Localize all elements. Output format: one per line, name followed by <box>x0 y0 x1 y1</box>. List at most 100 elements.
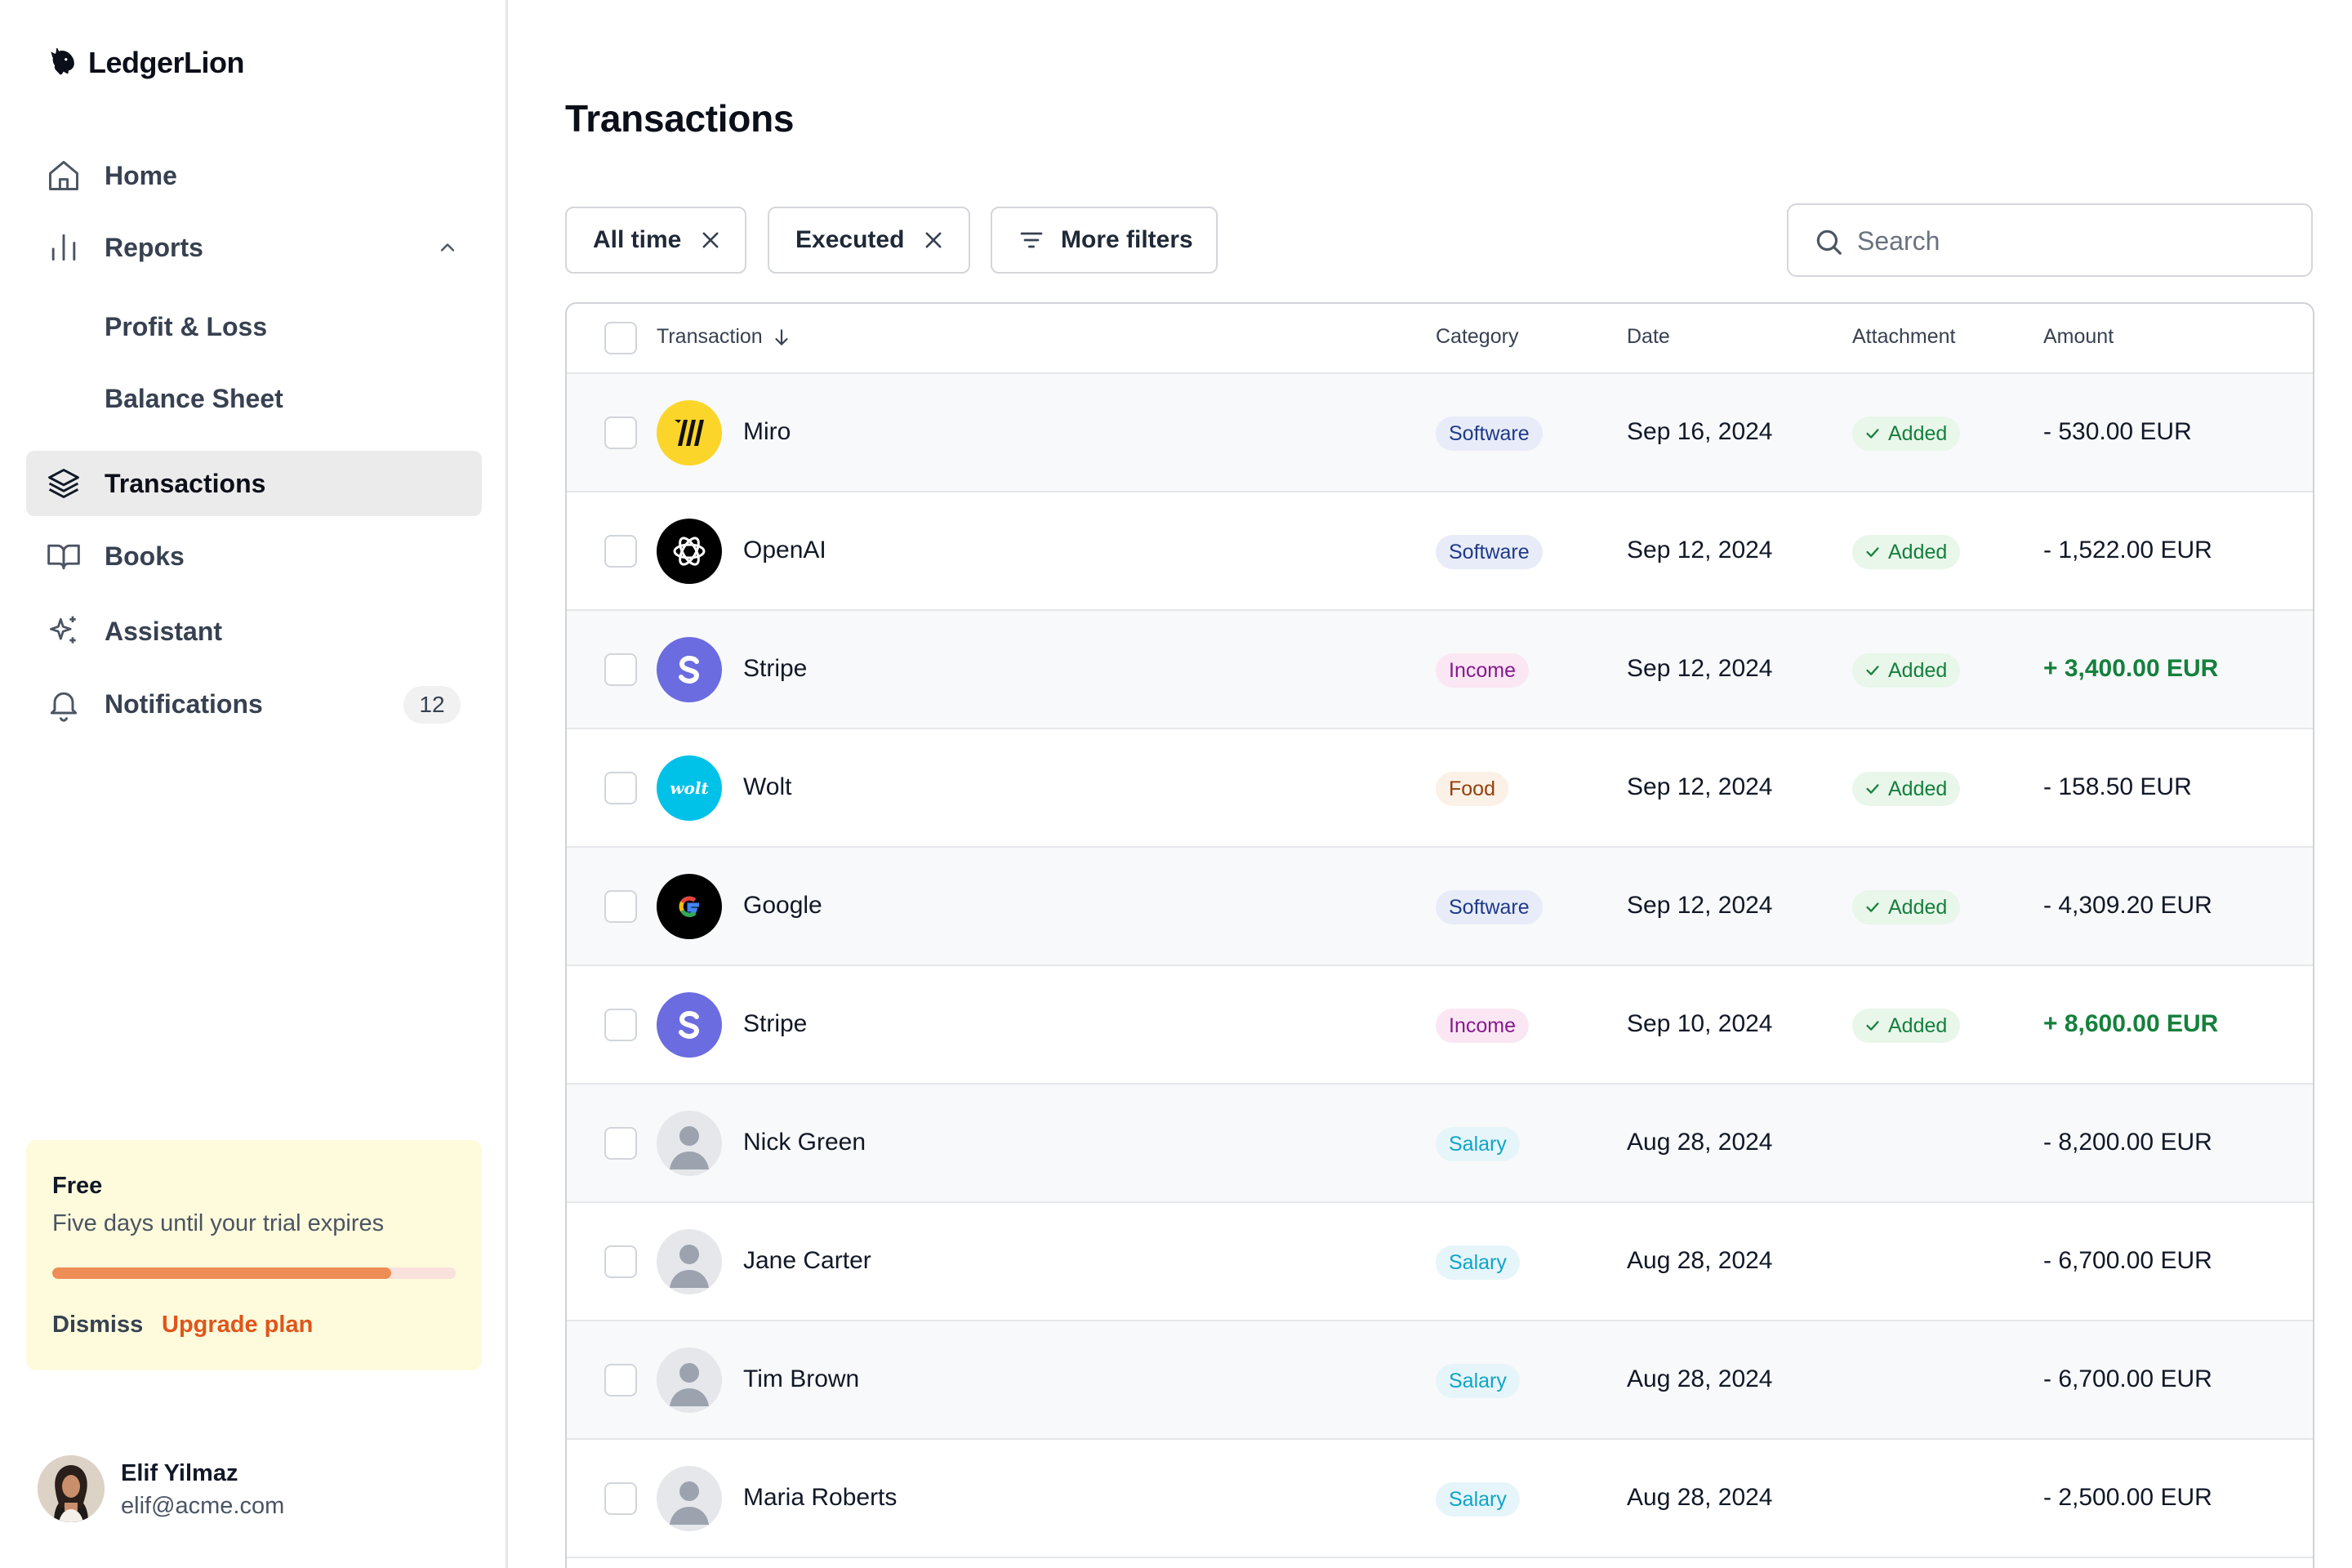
nav-transactions[interactable]: Transactions <box>26 451 482 516</box>
check-icon <box>1866 547 1879 557</box>
transaction-name[interactable]: Tim Brown <box>743 1365 860 1392</box>
table-row[interactable]: Miro Software Sep 16, 2024 Added - 530.00 EU… <box>567 374 2313 492</box>
more-filters-label: More filters <box>1061 226 1193 253</box>
sidebar: LedgerLion Home Reports Profit & Loss Ba… <box>0 0 508 1568</box>
table-row[interactable]: Nick Green Salary Aug 28, 2024 - 8,200.00 E… <box>567 1085 2313 1203</box>
transaction-amount: - 6,700.00 EUR <box>2043 1365 2212 1392</box>
category-badge: Income <box>1436 653 1529 688</box>
nav-assistant-label: Assistant <box>105 616 223 646</box>
openai-logo-icon <box>657 519 722 584</box>
close-icon[interactable] <box>699 229 722 252</box>
nav-assistant[interactable]: Assistant <box>26 599 482 664</box>
nav-balance-sheet[interactable]: Balance Sheet <box>105 384 283 413</box>
column-amount[interactable]: Amount <box>2043 325 2114 348</box>
notifications-count-badge: 12 <box>403 686 461 724</box>
book-open-icon <box>46 538 82 574</box>
attachment-badge[interactable]: Added <box>1852 890 1961 924</box>
svg-text:wolt: wolt <box>670 778 709 798</box>
dismiss-button[interactable]: Dismiss <box>52 1312 144 1338</box>
layers-icon <box>46 466 82 501</box>
close-icon[interactable] <box>922 229 945 252</box>
filter-executed-label: Executed <box>795 226 905 253</box>
row-checkbox[interactable] <box>604 1009 637 1041</box>
nav-home[interactable]: Home <box>26 143 482 208</box>
check-icon <box>1866 902 1879 912</box>
row-checkbox[interactable] <box>604 1482 637 1515</box>
column-category[interactable]: Category <box>1436 325 1519 348</box>
transaction-amount: - 530.00 EUR <box>2043 418 2192 445</box>
row-checkbox[interactable] <box>604 1127 637 1160</box>
transaction-name[interactable]: OpenAI <box>743 537 826 564</box>
attachment-label: Added <box>1888 777 1948 800</box>
transaction-amount: + 3,400.00 EUR <box>2043 655 2219 682</box>
table-row[interactable]: Google Software Sep 12, 2024 Added - 4,309.2… <box>567 848 2313 966</box>
row-checkbox[interactable] <box>604 1364 637 1396</box>
more-filters-button[interactable]: More filters <box>991 207 1218 274</box>
nav-books-label: Books <box>105 541 185 571</box>
transaction-amount: + 8,600.00 EUR <box>2043 1010 2219 1037</box>
column-attachment[interactable]: Attachment <box>1852 325 1956 348</box>
brand[interactable]: LedgerLion <box>47 46 245 80</box>
row-checkbox[interactable] <box>604 890 637 923</box>
transaction-name[interactable]: Stripe <box>743 655 808 682</box>
transaction-date: Aug 28, 2024 <box>1627 1484 1773 1511</box>
filter-chip-executed[interactable]: Executed <box>768 207 970 274</box>
attachment-badge[interactable]: Added <box>1852 1009 1961 1043</box>
table-row[interactable]: Stripe Income Sep 12, 2024 Added + 3,400.00 … <box>567 611 2313 729</box>
row-checkbox[interactable] <box>604 653 637 686</box>
trial-subtitle: Five days until your trial expires <box>52 1210 385 1236</box>
stripe-logo-icon <box>657 637 722 702</box>
transaction-date: Sep 16, 2024 <box>1627 418 1773 445</box>
attachment-label: Added <box>1888 540 1948 564</box>
transaction-name[interactable]: Stripe <box>743 1010 808 1037</box>
category-badge: Software <box>1436 890 1543 924</box>
table-row[interactable]: wolt Wolt Food Sep 12, 2024 Added - 158.50 EU… <box>567 729 2313 848</box>
transaction-name[interactable]: Maria Roberts <box>743 1484 898 1511</box>
stripe-logo-icon <box>657 992 722 1058</box>
select-all-checkbox[interactable] <box>604 322 637 354</box>
category-badge: Income <box>1436 1009 1529 1043</box>
transaction-amount: - 6,700.00 EUR <box>2043 1247 2212 1274</box>
user-name: Elif Yilmaz <box>121 1460 238 1486</box>
table-row[interactable]: Maria Roberts Salary Aug 28, 2024 - 2,500.0… <box>567 1440 2313 1558</box>
nav-notifications[interactable]: Notifications 12 <box>26 671 482 737</box>
trial-title: Free <box>52 1173 103 1199</box>
filter-chip-all-time[interactable]: All time <box>565 207 746 274</box>
trial-card: Free Five days until your trial expires … <box>26 1140 482 1370</box>
table-row[interactable]: Stripe Income Sep 10, 2024 Added + 8,600.00 … <box>567 966 2313 1085</box>
chevron-up-icon[interactable] <box>436 236 459 259</box>
category-badge: Food <box>1436 772 1508 806</box>
row-checkbox[interactable] <box>604 416 637 449</box>
transaction-name[interactable]: Jane Carter <box>743 1247 871 1274</box>
table-row[interactable]: OpenAI Software Sep 12, 2024 Added - 1,522.0… <box>567 492 2313 611</box>
transactions-table: Transaction Category Date Attachment Amo… <box>565 302 2314 1568</box>
transaction-name[interactable]: Wolt <box>743 773 792 800</box>
nav-reports[interactable]: Reports <box>26 215 482 280</box>
table-row[interactable]: Tim Brown Salary Aug 28, 2024 - 6,700.00 EU… <box>567 1321 2313 1440</box>
nav-profit-loss[interactable]: Profit & Loss <box>105 312 268 341</box>
row-checkbox[interactable] <box>604 1245 637 1278</box>
attachment-badge[interactable]: Added <box>1852 772 1961 806</box>
table-row[interactable]: Jane Carter Salary Aug 28, 2024 - 6,700.00 … <box>567 1203 2313 1321</box>
transaction-date: Aug 28, 2024 <box>1627 1365 1773 1392</box>
transaction-name[interactable]: Nick Green <box>743 1129 866 1156</box>
column-transaction-label: Transaction <box>657 325 763 348</box>
nav-books[interactable]: Books <box>26 523 482 589</box>
transaction-name[interactable]: Google <box>743 892 822 919</box>
column-transaction[interactable]: Transaction <box>657 325 792 349</box>
trial-progress-fill <box>52 1267 391 1279</box>
attachment-label: Added <box>1888 1013 1948 1037</box>
row-checkbox[interactable] <box>604 535 637 568</box>
user-profile[interactable]: Elif Yilmaz elif@acme.com <box>38 1455 284 1522</box>
row-checkbox[interactable] <box>604 772 637 804</box>
transaction-date: Aug 28, 2024 <box>1627 1129 1773 1156</box>
attachment-badge[interactable]: Added <box>1852 416 1961 451</box>
search-box[interactable] <box>1787 203 2313 277</box>
transaction-name[interactable]: Miro <box>743 418 791 445</box>
attachment-badge[interactable]: Added <box>1852 535 1961 569</box>
column-date[interactable]: Date <box>1627 325 1670 348</box>
attachment-badge[interactable]: Added <box>1852 653 1961 688</box>
upgrade-plan-button[interactable]: Upgrade plan <box>162 1312 314 1338</box>
transaction-date: Sep 12, 2024 <box>1627 655 1773 682</box>
search-input[interactable] <box>1857 221 2290 261</box>
